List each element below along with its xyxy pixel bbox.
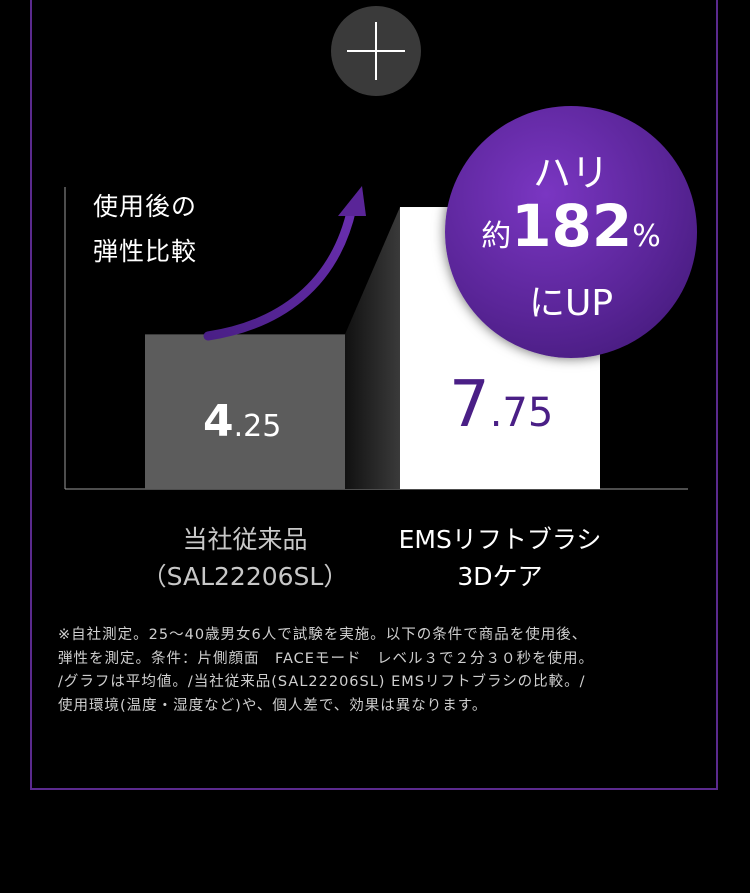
footnote: ※自社測定。25〜40歳男女6人で試験を実施。以下の条件で商品を使用後、 弾性を… bbox=[58, 624, 698, 718]
footnote-line: 弾性を測定。条件：片側顔面 FACEモード レベル３で２分３０秒を使用。 bbox=[58, 650, 594, 667]
category-label-ems: EMSリフトブラシ 3Dケア bbox=[398, 525, 602, 591]
expand-plus-button[interactable] bbox=[331, 6, 421, 96]
badge-line1: ハリ bbox=[532, 151, 609, 195]
footnote-line: 使用環境(温度・湿度など)や、個人差で、効果は異なります。 bbox=[58, 697, 488, 714]
category-label-previous: 当社従来品 （SAL22206SL） bbox=[141, 525, 349, 591]
footnote-line: ※自社測定。25〜40歳男女6人で試験を実施。以下の条件で商品を使用後、 bbox=[58, 627, 588, 643]
footnote-line: /グラフは平均値。/当社従来品(SAL22206SL) EMSリフトブラシの比較… bbox=[58, 674, 586, 690]
increase-arrow-icon bbox=[203, 203, 357, 341]
bar-previous-model bbox=[145, 334, 345, 489]
content-frame bbox=[30, 0, 718, 790]
bar-value-label-previous: 4.25 bbox=[203, 396, 282, 447]
bar-value-label-ems: 7.75 bbox=[449, 368, 554, 442]
plus-icon-vertical bbox=[375, 22, 377, 80]
increase-badge: ハリ 約182% にUP bbox=[445, 106, 697, 358]
bar-transition-shading bbox=[345, 207, 400, 489]
badge-percent: 約182% bbox=[481, 192, 661, 260]
y-axis-label: 使用後の 弾性比較 bbox=[93, 192, 198, 266]
arrow-head-icon bbox=[338, 186, 366, 216]
badge-line3: にUP bbox=[528, 283, 614, 324]
